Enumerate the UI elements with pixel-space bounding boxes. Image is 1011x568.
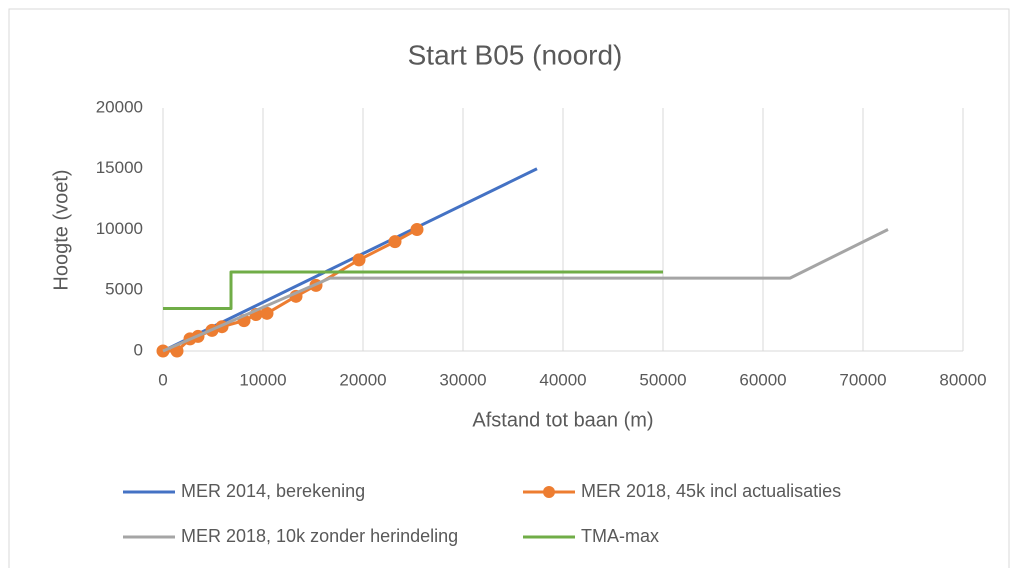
marker xyxy=(352,253,366,267)
x-axis-label: Afstand tot baan (m) xyxy=(472,409,653,431)
y-axis-label: Hoogte (voet) xyxy=(50,169,72,290)
x-tick-label: 30000 xyxy=(439,370,486,389)
chart-frame xyxy=(8,8,1010,568)
y-tick-label: 20000 xyxy=(96,97,143,116)
marker xyxy=(410,223,424,236)
legend-marker xyxy=(543,486,555,498)
y-tick-label: 0 xyxy=(134,340,143,359)
legend-label: MER 2018, 45k incl actualisaties xyxy=(581,481,841,501)
x-tick-label: 0 xyxy=(158,370,167,389)
chart-title: Start B05 (noord) xyxy=(408,39,623,70)
legend-label: MER 2014, berekening xyxy=(181,481,365,501)
y-tick-label: 15000 xyxy=(96,158,143,177)
marker xyxy=(260,306,274,320)
y-tick-label: 10000 xyxy=(96,219,143,238)
marker xyxy=(388,235,402,249)
x-tick-label: 20000 xyxy=(339,370,386,389)
x-tick-label: 70000 xyxy=(839,370,886,389)
x-tick-label: 80000 xyxy=(939,370,986,389)
x-tick-label: 50000 xyxy=(639,370,686,389)
legend-label: TMA-max xyxy=(581,526,659,546)
legend-label: MER 2018, 10k zonder herindeling xyxy=(181,526,458,546)
x-tick-label: 40000 xyxy=(539,370,586,389)
series-line xyxy=(163,270,663,310)
x-tick-label: 60000 xyxy=(739,370,786,389)
series-line xyxy=(162,228,889,353)
x-tick-label: 10000 xyxy=(239,370,286,389)
y-tick-label: 5000 xyxy=(105,280,143,299)
series-line xyxy=(162,167,538,353)
